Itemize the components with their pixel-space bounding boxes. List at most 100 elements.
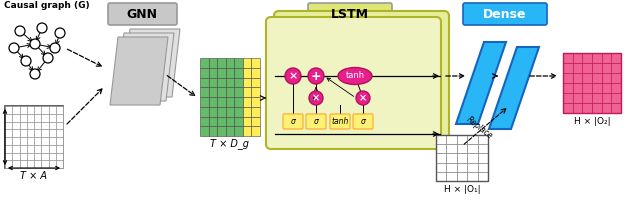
Bar <box>611 73 621 83</box>
Bar <box>41 129 49 137</box>
Bar <box>5 152 12 160</box>
Bar <box>217 78 226 87</box>
Bar <box>573 63 582 73</box>
Circle shape <box>43 53 53 63</box>
Bar <box>447 153 457 163</box>
FancyBboxPatch shape <box>308 3 392 25</box>
Bar <box>563 63 573 73</box>
Bar <box>34 160 41 168</box>
Bar <box>56 160 63 168</box>
Text: ×: × <box>359 93 367 103</box>
Bar <box>582 63 592 73</box>
Bar <box>200 68 209 78</box>
Bar <box>226 116 234 126</box>
Polygon shape <box>110 37 168 105</box>
Bar <box>209 87 217 97</box>
Bar <box>12 114 19 121</box>
Bar <box>41 160 49 168</box>
Bar <box>602 73 611 83</box>
Text: σ: σ <box>314 117 319 126</box>
Bar <box>5 137 12 145</box>
Bar <box>563 73 573 83</box>
Bar <box>12 145 19 152</box>
Text: σ: σ <box>291 117 296 126</box>
FancyBboxPatch shape <box>108 3 177 25</box>
Bar <box>436 135 488 181</box>
Bar <box>209 97 217 107</box>
Bar <box>563 53 573 63</box>
Bar <box>56 106 63 114</box>
Bar <box>252 58 260 68</box>
Bar <box>457 172 467 181</box>
Bar <box>49 160 56 168</box>
Bar <box>19 137 27 145</box>
Bar <box>592 93 602 103</box>
Bar <box>200 87 209 97</box>
Bar <box>252 116 260 126</box>
Bar <box>5 145 12 152</box>
Circle shape <box>50 43 60 53</box>
FancyBboxPatch shape <box>283 114 303 129</box>
Bar <box>27 152 34 160</box>
Bar <box>226 107 234 116</box>
FancyBboxPatch shape <box>353 114 373 129</box>
Bar <box>41 152 49 160</box>
Bar <box>611 53 621 63</box>
Text: +: + <box>310 70 321 83</box>
Bar <box>477 135 488 144</box>
Bar <box>200 97 209 107</box>
Bar <box>19 129 27 137</box>
Bar <box>12 129 19 137</box>
Bar <box>209 68 217 78</box>
Bar <box>209 78 217 87</box>
Bar <box>234 68 243 78</box>
Bar <box>226 97 234 107</box>
Bar <box>477 153 488 163</box>
Text: σ: σ <box>360 117 365 126</box>
Circle shape <box>308 68 324 84</box>
Bar <box>252 126 260 136</box>
Bar <box>436 172 447 181</box>
Bar <box>27 129 34 137</box>
Bar <box>200 58 209 68</box>
Bar <box>467 144 477 153</box>
Bar <box>217 97 226 107</box>
Bar <box>592 73 602 83</box>
Bar <box>252 107 260 116</box>
Bar <box>41 114 49 121</box>
Circle shape <box>21 56 31 66</box>
Polygon shape <box>456 42 506 124</box>
Bar <box>41 106 49 114</box>
Bar <box>49 129 56 137</box>
Bar <box>243 78 252 87</box>
Bar <box>226 58 234 68</box>
Bar <box>602 53 611 63</box>
Text: H × |O₁|: H × |O₁| <box>444 184 480 194</box>
Bar <box>34 121 41 129</box>
Bar <box>12 152 19 160</box>
Bar <box>602 93 611 103</box>
Text: LSTM: LSTM <box>331 8 369 21</box>
FancyBboxPatch shape <box>463 3 547 25</box>
Bar <box>27 121 34 129</box>
Bar <box>209 116 217 126</box>
Bar <box>447 172 457 181</box>
Text: H × |O₂|: H × |O₂| <box>573 116 611 125</box>
Polygon shape <box>122 29 180 97</box>
Bar <box>12 106 19 114</box>
Bar <box>563 53 621 113</box>
Text: Replace: Replace <box>465 115 495 141</box>
Bar <box>457 135 467 144</box>
Bar <box>467 163 477 172</box>
Circle shape <box>15 26 25 36</box>
Text: T × A: T × A <box>20 171 47 181</box>
Bar <box>217 68 226 78</box>
Bar <box>19 106 27 114</box>
FancyBboxPatch shape <box>274 11 449 143</box>
Bar <box>217 107 226 116</box>
Bar <box>457 144 467 153</box>
Ellipse shape <box>338 67 372 84</box>
Bar <box>226 87 234 97</box>
Bar <box>226 68 234 78</box>
Bar <box>602 103 611 113</box>
